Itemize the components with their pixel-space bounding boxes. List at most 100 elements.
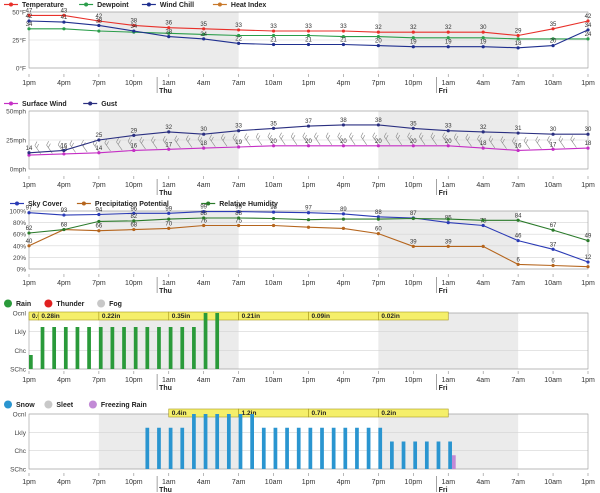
day-label: Fri bbox=[439, 385, 448, 392]
legend-item-sky-cover[interactable]: Sky Cover bbox=[10, 201, 63, 208]
data-point-precipitation-potential bbox=[516, 262, 520, 266]
data-point-relative-humidity bbox=[132, 219, 136, 223]
data-label: 60 bbox=[375, 227, 382, 233]
wind-barb-icon bbox=[465, 134, 472, 147]
x-tick-label: 7pm bbox=[92, 280, 106, 287]
barb-flag bbox=[384, 132, 387, 137]
legend-item-precipitation-potential[interactable]: Precipitation Potential bbox=[76, 201, 169, 208]
legend-item-thunder[interactable]: Thunder bbox=[44, 299, 85, 309]
legend-item-snow[interactable]: Snow bbox=[4, 400, 35, 410]
barb-flag bbox=[234, 136, 237, 141]
data-point-surface-wind bbox=[306, 144, 311, 148]
legend-item-fog[interactable]: Fog bbox=[97, 299, 122, 309]
bar-snow bbox=[355, 427, 359, 469]
barb-flag bbox=[430, 132, 434, 137]
data-label: 38 bbox=[96, 18, 103, 24]
data-label: 89 bbox=[340, 207, 347, 213]
x-tick-label: 4pm bbox=[57, 182, 71, 189]
data-label: 96 bbox=[130, 206, 137, 212]
barb-flag bbox=[59, 143, 63, 148]
legend-item-sleet[interactable]: Sleet bbox=[44, 400, 74, 410]
amount-label: 0.09in bbox=[312, 313, 330, 320]
bar-snow bbox=[320, 427, 324, 469]
data-label: 75 bbox=[235, 219, 242, 225]
data-label: 43 bbox=[61, 8, 68, 14]
data-label: 34 bbox=[130, 24, 137, 30]
x-tick-label: 1am bbox=[441, 80, 455, 87]
barb-staff bbox=[46, 144, 53, 154]
barb-flag bbox=[478, 137, 482, 142]
barb-flag bbox=[257, 135, 261, 140]
barb-flag bbox=[279, 132, 282, 137]
legend-item-wind-chill[interactable]: Wind Chill bbox=[141, 2, 194, 9]
day-label: Fri bbox=[439, 487, 448, 493]
bar-snow bbox=[366, 427, 371, 469]
data-point-surface-wind bbox=[27, 153, 31, 157]
data-point-dewpoint bbox=[202, 32, 206, 37]
legend-item-gust[interactable]: Gust bbox=[83, 101, 118, 108]
data-point-relative-humidity bbox=[586, 238, 590, 243]
barb-staff bbox=[244, 137, 251, 146]
barb-staff bbox=[186, 139, 193, 148]
x-tick-label: 7pm bbox=[92, 479, 106, 486]
legend-item-heat-index[interactable]: Heat Index bbox=[212, 2, 267, 9]
x-tick-label: 10am bbox=[265, 479, 283, 486]
legend-item-surface-wind[interactable]: Surface Wind bbox=[4, 101, 67, 108]
barb-flag bbox=[117, 140, 121, 145]
data-label: 33 bbox=[270, 24, 277, 30]
wind-barb-icon bbox=[255, 132, 263, 146]
wind-barb-icon bbox=[430, 132, 437, 145]
day-label: Thu bbox=[159, 190, 172, 197]
data-point-gust bbox=[97, 138, 101, 142]
legend-swatch bbox=[44, 400, 53, 409]
data-label: 76 bbox=[200, 219, 207, 225]
bar-rain bbox=[110, 327, 115, 369]
legend-item-temperature[interactable]: Temperature bbox=[4, 2, 64, 9]
barb-flag bbox=[397, 134, 401, 140]
data-label: 34 bbox=[26, 22, 33, 28]
legend-label: Thunder bbox=[56, 301, 84, 308]
data-label: 12 bbox=[585, 255, 592, 261]
x-tick-label: 1pm bbox=[22, 479, 36, 486]
data-point-precipitation-potential bbox=[551, 263, 555, 268]
x-tick-label: 1pm bbox=[581, 377, 595, 384]
data-label: 97 bbox=[26, 206, 33, 212]
barb-flag bbox=[339, 134, 342, 140]
x-tick-label: 7pm bbox=[372, 80, 386, 87]
data-label: 40 bbox=[26, 239, 33, 245]
barb-flag bbox=[302, 132, 306, 137]
x-tick-label: 1am bbox=[441, 377, 455, 384]
data-point-temperature bbox=[481, 30, 485, 34]
data-label: 68 bbox=[130, 223, 137, 229]
day-label: Fri bbox=[439, 288, 448, 295]
data-point-relative-humidity bbox=[341, 217, 346, 221]
data-label: 14 bbox=[96, 146, 103, 152]
data-point-surface-wind bbox=[481, 146, 485, 150]
data-point-temperature bbox=[551, 27, 555, 31]
data-label: 41 bbox=[61, 15, 68, 21]
legend-item-freezing-rain[interactable]: Freezing Rain bbox=[88, 400, 147, 410]
x-tick-label: 4am bbox=[197, 479, 211, 486]
barb-staff bbox=[547, 139, 554, 149]
night-band bbox=[378, 313, 519, 369]
barb-flag bbox=[36, 143, 39, 149]
barb-flag bbox=[129, 139, 133, 144]
legend-item-relative-humidity[interactable]: Relative Humidity bbox=[201, 201, 278, 208]
amount-box: 1.2in bbox=[238, 408, 309, 418]
amount-label: 0.0 bbox=[32, 313, 41, 320]
legend-item-dewpoint[interactable]: Dewpoint bbox=[79, 2, 129, 9]
data-label: 18 bbox=[480, 141, 487, 147]
legend-item-rain[interactable]: Rain bbox=[4, 299, 31, 309]
x-tick-label: 4am bbox=[476, 280, 490, 287]
barb-flag bbox=[315, 134, 319, 140]
y-tick-label: 0mph bbox=[10, 167, 27, 174]
barb-flag bbox=[385, 134, 389, 140]
amount-box: 0.09in bbox=[308, 311, 379, 321]
data-point-relative-humidity bbox=[306, 218, 311, 222]
data-point-wind-chill bbox=[132, 29, 136, 33]
data-point-temperature bbox=[306, 29, 311, 33]
wind-barb-icon bbox=[372, 132, 379, 145]
barb-flag bbox=[548, 138, 552, 143]
y-tick-label: 80% bbox=[13, 220, 26, 227]
x-tick-label: 7am bbox=[232, 280, 246, 287]
